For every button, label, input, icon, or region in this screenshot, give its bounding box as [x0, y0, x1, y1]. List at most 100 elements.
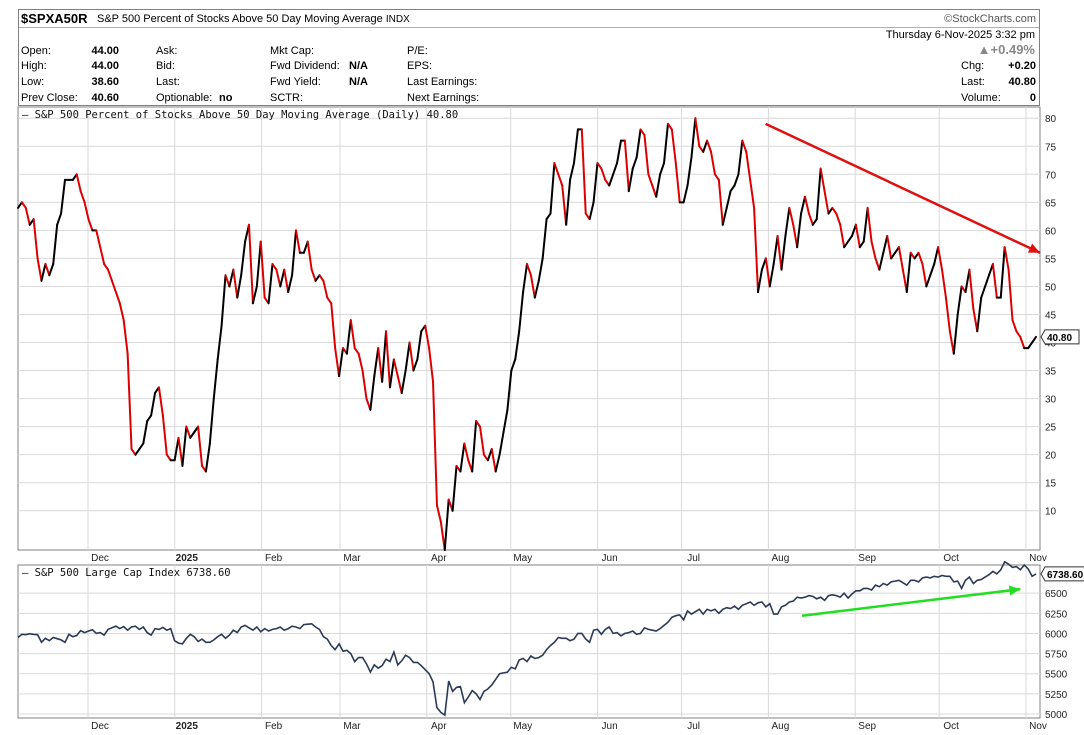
x-tick-label: Mar	[343, 553, 361, 564]
series-segment	[1011, 319, 1018, 333]
last-value-label: 6738.60	[1047, 570, 1084, 581]
series-segment	[83, 201, 90, 221]
series-segment	[572, 128, 579, 165]
last-value-label: 40.80	[1047, 333, 1072, 344]
y-tick-label: 80	[1045, 114, 1057, 125]
y-tick-label: 5250	[1045, 690, 1068, 701]
series-segment	[236, 274, 243, 299]
series-segment	[729, 184, 736, 193]
x-tick-label: Aug	[772, 553, 790, 564]
series-segment	[541, 218, 548, 260]
series-segment	[627, 167, 634, 193]
series-segment	[283, 268, 290, 294]
series-segment	[702, 139, 709, 153]
series-segment	[114, 291, 121, 305]
series-segment	[161, 414, 168, 456]
series-segment	[1019, 335, 1026, 350]
series-segment	[60, 178, 66, 215]
x-tick-label: 2025	[176, 721, 199, 732]
series-segment	[937, 246, 944, 271]
x-tick-label: Jul	[687, 721, 700, 732]
quote-header: $SPXA50R S&P 500 Percent of Stocks Above…	[18, 9, 1040, 106]
series-segment	[811, 218, 818, 226]
chart-panel-1: 101520253035404550556065707580Dec2025Feb…	[17, 106, 1080, 564]
optionable-label: Optionable:	[156, 92, 213, 104]
series-segment	[616, 139, 622, 165]
series-segment	[498, 431, 505, 456]
series-segment	[592, 162, 599, 204]
y-tick-label: 35	[1045, 367, 1057, 378]
series-segment	[1003, 246, 1010, 271]
series-segment	[471, 420, 478, 473]
y-tick-label: 55	[1045, 254, 1057, 265]
series-segment	[146, 414, 153, 423]
series-segment	[948, 330, 955, 355]
series-segment	[475, 420, 482, 428]
last-value-tag	[1040, 566, 1084, 582]
series-segment	[666, 122, 673, 131]
volume-label: Volume:	[961, 92, 1001, 104]
series-segment	[843, 240, 850, 249]
series-segment	[122, 319, 129, 355]
series-segment	[984, 274, 991, 288]
series-segment	[314, 274, 321, 282]
series-segment	[741, 139, 748, 153]
series-segment	[526, 263, 532, 277]
series-segment	[941, 268, 947, 299]
series-line	[17, 560, 1037, 717]
series-segment	[944, 296, 951, 333]
prev-close-value: 40.60	[91, 92, 119, 104]
series-segment	[451, 464, 458, 512]
y-tick-label: 5000	[1045, 710, 1068, 721]
series-segment	[686, 156, 693, 187]
series-segment	[204, 442, 211, 473]
x-tick-label: Jul	[687, 553, 700, 564]
x-tick-label: 2025	[176, 553, 199, 564]
series-segment	[1007, 268, 1014, 322]
high-label: High:	[21, 60, 47, 72]
fwd-yield-value: N/A	[349, 76, 368, 88]
series-segment	[839, 223, 846, 249]
series-segment	[764, 257, 771, 288]
series-segment	[886, 234, 893, 260]
series-segment	[694, 117, 701, 148]
series-segment	[110, 279, 117, 294]
series-segment	[737, 139, 744, 176]
series-segment	[870, 240, 877, 260]
series-segment	[854, 223, 861, 249]
fwd-dividend-label: Fwd Dividend:	[270, 60, 340, 72]
series-segment	[561, 184, 568, 226]
y-tick-label: 65	[1045, 198, 1057, 209]
series-segment	[240, 240, 247, 277]
series-segment	[107, 268, 113, 282]
series-segment	[890, 251, 897, 260]
x-tick-label: Feb	[265, 553, 283, 564]
series-segment	[557, 173, 564, 187]
series-segment	[385, 330, 391, 389]
exchange-label: INDX	[385, 14, 410, 25]
series-segment	[600, 167, 607, 181]
series-segment	[710, 150, 716, 176]
x-tick-label: Apr	[431, 721, 447, 732]
series-segment	[361, 369, 368, 400]
x-tick-label: Feb	[265, 721, 283, 732]
series-segment	[753, 206, 760, 294]
y-tick-label: 25	[1045, 423, 1057, 434]
series-segment	[189, 431, 196, 439]
series-segment	[412, 358, 419, 372]
series-segment	[48, 263, 55, 277]
series-segment	[690, 117, 697, 159]
series-segment	[933, 246, 940, 266]
series-segment	[757, 268, 763, 294]
series-segment	[216, 324, 223, 361]
series-segment	[357, 352, 364, 372]
next-earnings-label: Next Earnings:	[407, 92, 480, 104]
series-segment	[95, 229, 102, 249]
series-segment	[220, 274, 227, 327]
series-segment	[75, 173, 82, 193]
series-segment	[502, 408, 509, 434]
y-tick-label: 6250	[1045, 609, 1068, 620]
series-segment	[224, 274, 231, 288]
series-segment	[862, 206, 869, 243]
series-segment	[608, 173, 615, 187]
